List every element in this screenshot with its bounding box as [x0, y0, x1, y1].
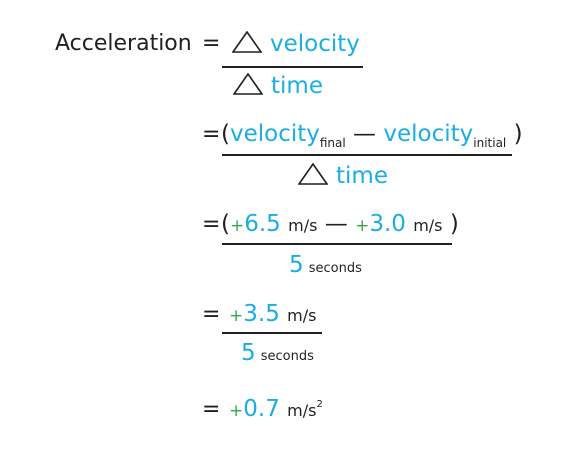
denominator-delta-time-2: time [298, 163, 388, 189]
time-term-2: time [336, 163, 388, 189]
velocity-change-numerator: +3.5 m/s [229, 301, 316, 327]
fraction-bar-1 [222, 66, 363, 68]
unit-mps: m/s [287, 306, 317, 325]
seconds-unit: seconds [260, 349, 314, 364]
unit-mps: m/s [413, 216, 443, 235]
unit-mps2: m/s [287, 401, 317, 420]
numeric-difference-numerator: (+6.5 m/s — +3.0 m/s ) [221, 211, 459, 237]
time-value: 5 [289, 252, 304, 278]
fraction-bar-3 [222, 243, 452, 245]
close-paren: ) [449, 211, 459, 237]
unit-mps: m/s [288, 216, 318, 235]
velocity-difference-numerator: (velocityfinal — velocityinitial ) [221, 121, 523, 150]
delta-triangle-icon [298, 163, 328, 185]
velocity-final-term: velocity [229, 121, 320, 147]
open-paren: ( [221, 211, 230, 237]
fraction-bar-2 [222, 154, 512, 156]
velocity-term: velocity [270, 31, 360, 57]
minus-dash: — [324, 211, 348, 237]
seconds-unit: seconds [308, 261, 362, 276]
minus-dash: — [353, 121, 377, 147]
initial-velocity-value: 3.0 [369, 211, 406, 237]
acceleration-result: +0.7 m/s2 [229, 396, 323, 422]
acceleration-value: 0.7 [243, 396, 280, 422]
equals-sign-2: = [202, 122, 221, 147]
numerator-delta-velocity: velocity [232, 31, 360, 57]
velocity-change-value: 3.5 [243, 301, 280, 327]
equals-sign-5: = [202, 397, 221, 422]
initial-subscript: initial [473, 136, 507, 150]
equals-sign-4: = [202, 302, 221, 327]
acceleration-label: Acceleration [55, 31, 192, 56]
equals-sign-1: = [202, 31, 221, 56]
time-term: time [271, 73, 323, 99]
delta-triangle-icon [232, 31, 262, 53]
denominator-delta-time: time [233, 73, 323, 99]
exponent-2: 2 [316, 399, 323, 410]
time-value: 5 [241, 340, 256, 366]
plus-sign: + [229, 401, 244, 421]
plus-sign: + [229, 306, 244, 326]
plus-sign: + [229, 216, 245, 236]
velocity-initial-term: velocity [383, 121, 474, 147]
delta-triangle-icon [233, 73, 263, 95]
denominator-seconds-4: 5 seconds [241, 340, 314, 366]
final-subscript: final [319, 136, 346, 150]
final-velocity-value: 6.5 [244, 211, 281, 237]
plus-sign: + [355, 216, 370, 236]
close-paren: ) [513, 121, 523, 147]
equals-sign-3: = [202, 212, 221, 237]
open-paren: ( [221, 121, 230, 147]
fraction-bar-4 [222, 332, 322, 334]
denominator-seconds-3: 5 seconds [289, 252, 362, 278]
